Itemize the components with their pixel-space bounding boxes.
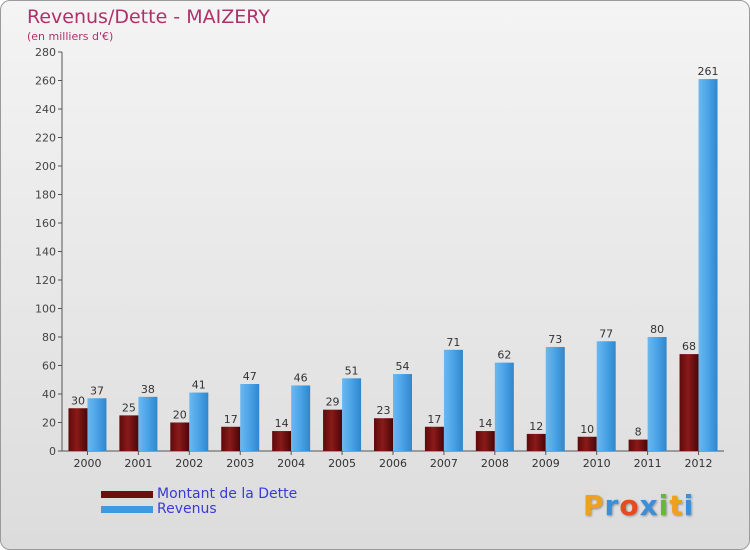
data-label-revenus: 37 [90, 384, 104, 397]
y-tick-label: 260 [35, 75, 56, 88]
data-label-dette: 68 [682, 340, 696, 353]
x-tick-label: 2002 [175, 457, 203, 470]
chart-title: Revenus/Dette - MAIZERY [27, 6, 270, 28]
x-tick-label: 2007 [430, 457, 458, 470]
bar-dette [221, 426, 241, 451]
legend-label-dette: Montant de la Dette [157, 486, 298, 502]
data-label-revenus: 51 [345, 364, 359, 377]
bar-revenus [494, 362, 514, 451]
bar-revenus [545, 346, 565, 451]
logo-letter: i [658, 489, 670, 522]
legend-item-revenus: Revenus [101, 502, 297, 517]
data-label-dette: 25 [122, 401, 136, 414]
y-tick-label: 100 [35, 303, 56, 316]
data-label-dette: 23 [377, 404, 391, 417]
bar-revenus [393, 374, 412, 451]
bar-revenus [189, 392, 209, 451]
legend-swatch-dette [101, 491, 153, 498]
bar-revenus [647, 337, 667, 451]
bar-dette [526, 433, 546, 451]
bar-dette [272, 431, 292, 451]
data-label-dette: 10 [580, 423, 594, 436]
y-tick-label: 120 [35, 274, 56, 287]
bar-revenus [342, 378, 362, 451]
y-tick-label: 240 [35, 103, 56, 116]
data-label-dette: 17 [224, 413, 238, 426]
data-label-revenus: 46 [294, 371, 308, 384]
bar-dette [170, 422, 190, 451]
x-tick-label: 2003 [226, 457, 254, 470]
x-tick-label: 2010 [583, 457, 611, 470]
x-tick-label: 2008 [481, 457, 509, 470]
bar-dette [475, 431, 495, 451]
x-tick-label: 2011 [634, 457, 662, 470]
x-tick-label: 2012 [685, 457, 713, 470]
bar-revenus [87, 398, 107, 451]
bar-dette [577, 436, 597, 451]
y-tick-label: 140 [35, 246, 56, 259]
data-label-revenus: 77 [599, 327, 613, 340]
data-label-revenus: 38 [141, 383, 155, 396]
data-label-revenus: 80 [650, 323, 664, 336]
logo-letter: o [619, 489, 640, 522]
legend-item-dette: Montant de la Dette [101, 487, 297, 502]
data-label-revenus: 73 [548, 333, 562, 346]
logo-letter: i [683, 489, 695, 522]
x-tick-label: 2009 [532, 457, 560, 470]
data-label-dette: 12 [529, 420, 543, 433]
data-label-dette: 8 [635, 426, 642, 439]
legend-label-revenus: Revenus [157, 501, 217, 517]
legend-swatch-revenus [101, 506, 153, 513]
y-tick-label: 60 [42, 360, 56, 373]
data-label-dette: 30 [71, 394, 85, 407]
bar-dette [374, 418, 393, 451]
data-label-dette: 20 [173, 409, 187, 422]
data-label-dette: 29 [326, 396, 340, 409]
chart-subtitle: (en milliers d'€) [27, 30, 114, 43]
x-tick-label: 2000 [73, 457, 101, 470]
data-label-revenus: 54 [396, 360, 410, 373]
data-label-revenus: 71 [446, 336, 460, 349]
bar-dette [424, 426, 444, 451]
x-tick-label: 2001 [124, 457, 152, 470]
x-tick-label: 2005 [328, 457, 356, 470]
y-tick-label: 0 [49, 445, 56, 458]
bar-dette [679, 354, 699, 451]
data-label-revenus: 261 [698, 65, 719, 78]
bar-revenus [138, 396, 158, 451]
y-tick-label: 160 [35, 217, 56, 230]
y-tick-label: 40 [42, 388, 56, 401]
y-tick-label: 80 [42, 331, 56, 344]
y-tick-label: 200 [35, 160, 56, 173]
bar-revenus [291, 385, 311, 451]
bar-revenus [240, 384, 260, 451]
data-label-dette: 14 [478, 417, 492, 430]
data-label-revenus: 62 [497, 349, 511, 362]
y-tick-label: 20 [42, 417, 56, 430]
data-label-revenus: 41 [192, 379, 206, 392]
proxiti-logo: Proxiti [583, 489, 694, 522]
y-tick-label: 220 [35, 132, 56, 145]
x-tick-label: 2004 [277, 457, 305, 470]
bar-revenus [698, 79, 718, 451]
logo-letter: x [639, 489, 659, 522]
x-tick-label: 2006 [379, 457, 407, 470]
bar-dette [323, 409, 343, 451]
logo-letter: P [583, 489, 605, 522]
y-tick-label: 180 [35, 189, 56, 202]
data-label-revenus: 47 [243, 370, 257, 383]
bar-revenus [443, 349, 463, 451]
bar-dette [68, 408, 88, 451]
logo-letter: t [669, 489, 684, 522]
data-label-dette: 17 [427, 413, 441, 426]
bar-revenus [596, 341, 616, 451]
legend: Montant de la Dette Revenus [101, 487, 297, 517]
logo-letter: r [604, 489, 620, 522]
bar-dette [119, 415, 139, 451]
bar-dette [628, 439, 648, 451]
data-label-dette: 14 [275, 417, 289, 430]
y-tick-label: 280 [35, 46, 56, 59]
